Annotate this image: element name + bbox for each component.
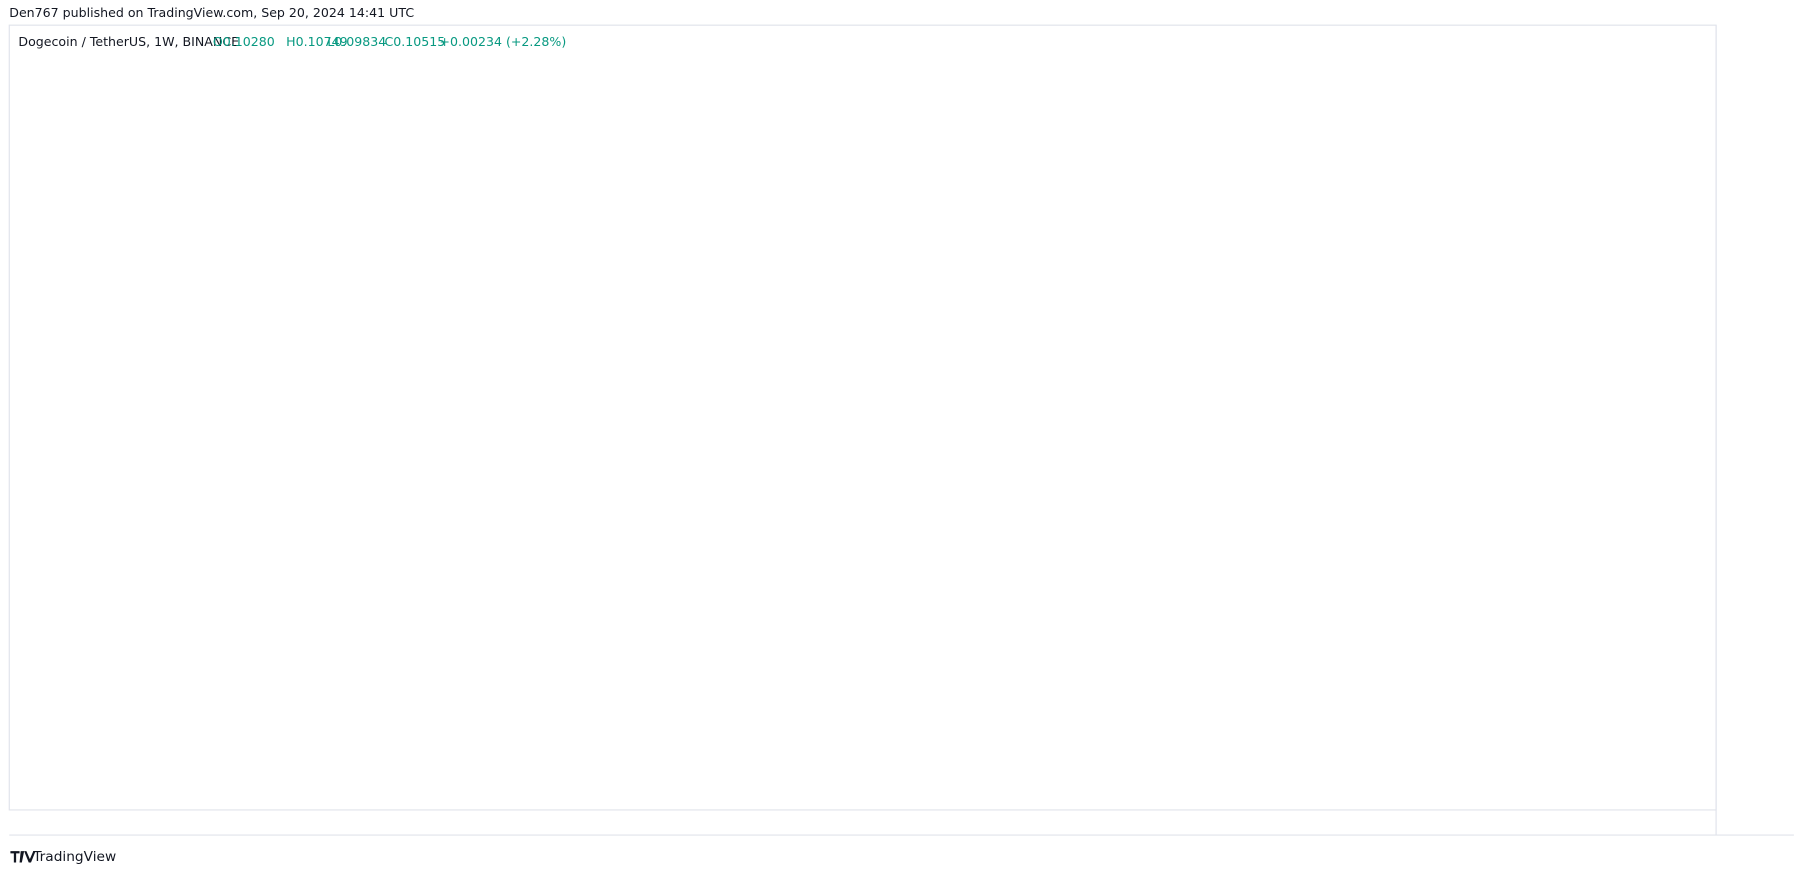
ohlc-close: C0.10515 xyxy=(384,34,445,49)
plot-frame xyxy=(8,24,1717,811)
ohlc-change: +0.00234 (+2.28%) xyxy=(439,34,566,49)
brand: TradingView xyxy=(32,849,116,865)
brand-logo xyxy=(10,851,36,863)
publisher: Den767 published on TradingView.com, Sep… xyxy=(9,5,414,20)
ohlc-open: O0.10280 xyxy=(213,34,275,49)
ohlc-high: H0.10749 xyxy=(286,34,347,49)
ohlc-low: L0.09834 xyxy=(327,34,386,49)
symbol-title: Dogecoin / TetherUS, 1W, BINANCE xyxy=(18,34,239,49)
legend-bg xyxy=(13,33,552,52)
